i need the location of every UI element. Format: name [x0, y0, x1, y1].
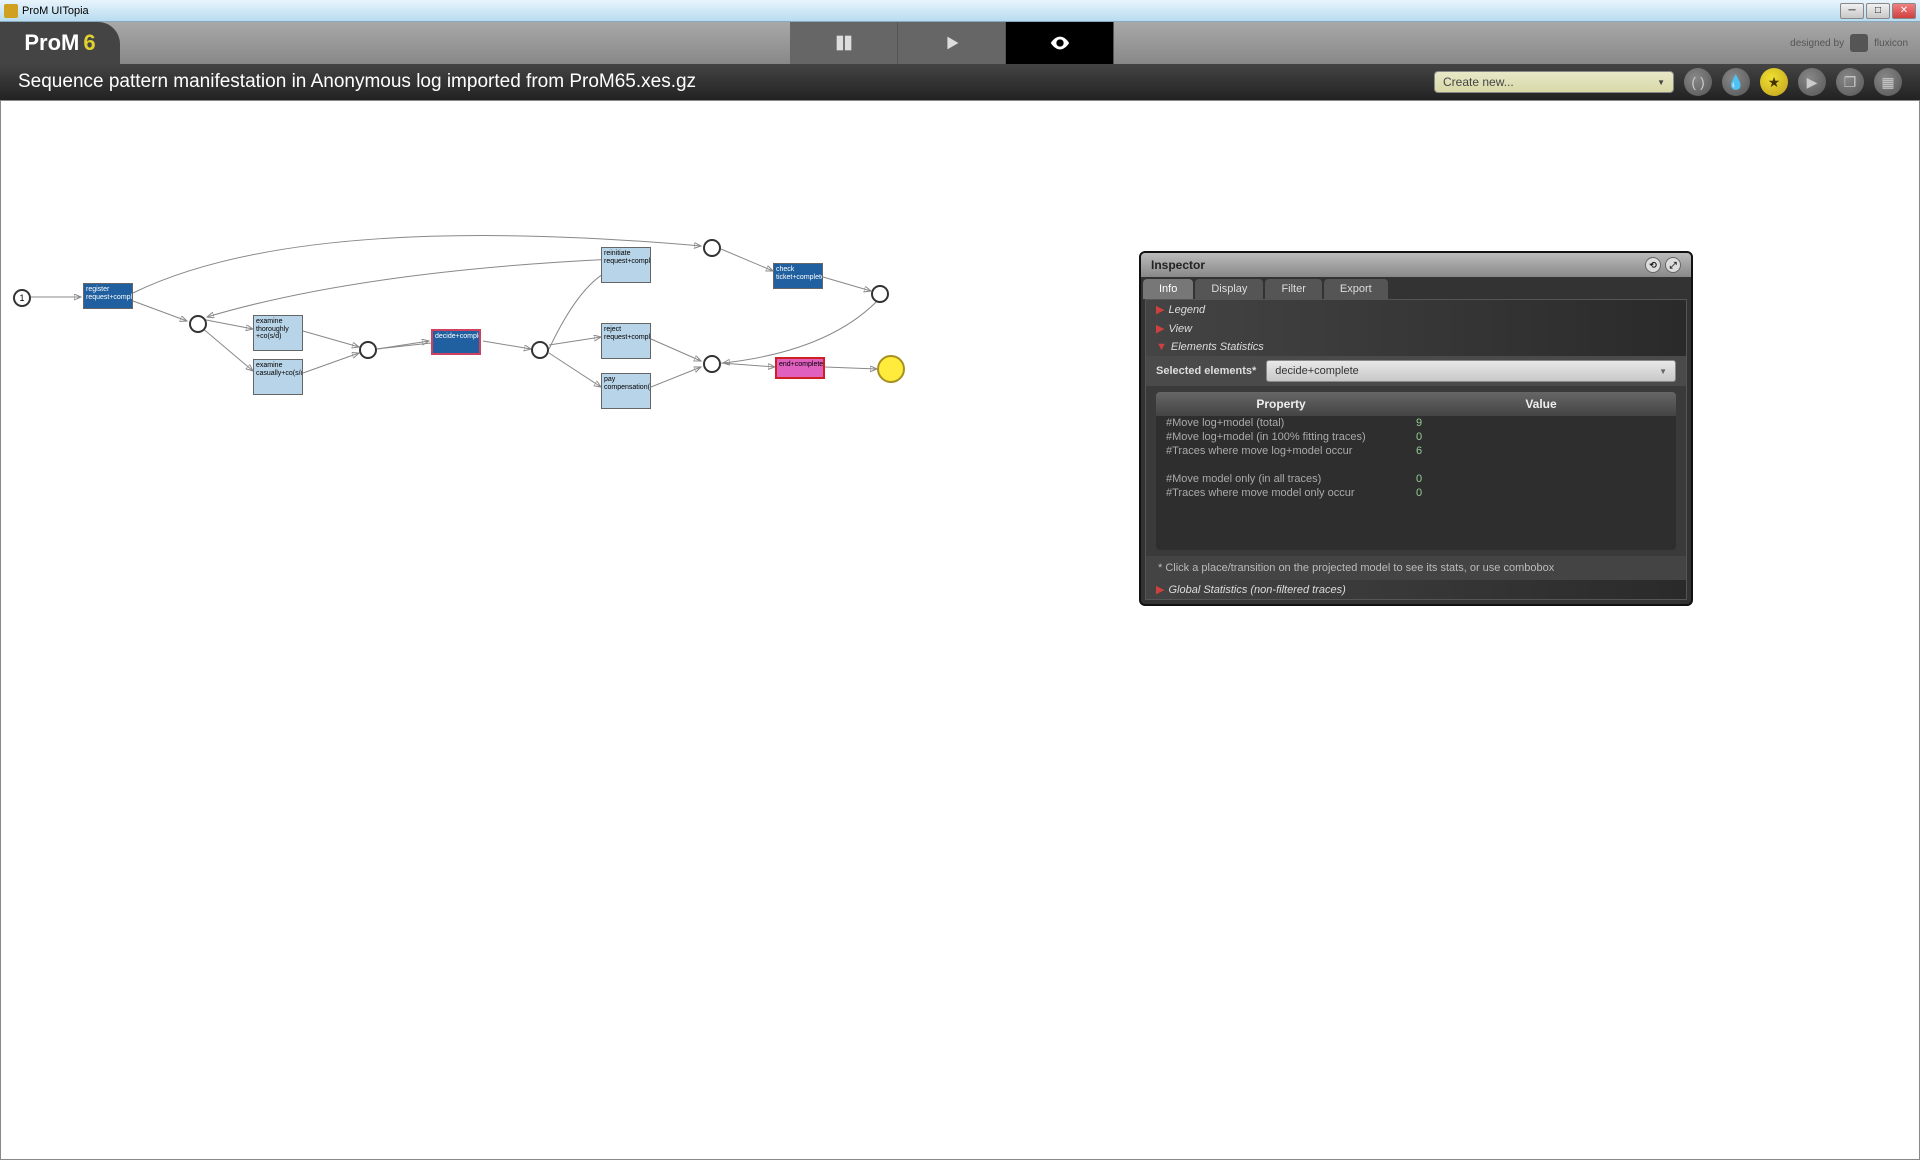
window-titlebar: ProM UITopia ─ □ ✕	[0, 0, 1920, 22]
inspector-tabs: Info Display Filter Export	[1141, 277, 1691, 299]
transition-end-selected[interactable]: end+complete	[775, 357, 825, 379]
selected-elements-combobox[interactable]: decide+complete	[1266, 360, 1676, 382]
tab-filter[interactable]: Filter	[1265, 279, 1321, 299]
parentheses-button[interactable]: ( )	[1684, 68, 1712, 96]
place-upper-right[interactable]	[871, 285, 889, 303]
stats-hint: * Click a place/transition on the projec…	[1146, 556, 1686, 580]
tab-view[interactable]	[1006, 22, 1114, 64]
transition-check-ticket[interactable]: check ticket+complete(s/d)	[773, 263, 823, 289]
stats-header-property: Property	[1156, 392, 1406, 416]
selected-elements-label: Selected elements*	[1156, 365, 1256, 377]
inspector-expand-icon[interactable]: ⤢	[1665, 257, 1681, 273]
tab-workspace[interactable]	[790, 22, 898, 64]
window-title: ProM UITopia	[22, 5, 89, 17]
stats-row: #Move log+model (in 100% fitting traces)…	[1156, 430, 1676, 444]
stats-row: #Traces where move model only occur 0	[1156, 486, 1676, 500]
favorite-button[interactable]: ★	[1760, 68, 1788, 96]
transition-examine-thoroughly[interactable]: examine thoroughly +co(s/d)	[253, 315, 303, 351]
inspector-refresh-icon[interactable]: ⟲	[1645, 257, 1661, 273]
transition-reject[interactable]: reject request+complete(s/d)	[601, 323, 651, 359]
duplicate-button[interactable]: ❐	[1836, 68, 1864, 96]
maximize-button[interactable]: □	[1866, 3, 1890, 19]
stats-table: Property Value #Move log+model (total) 9…	[1156, 392, 1676, 550]
app-icon	[4, 4, 18, 18]
place-end[interactable]	[877, 355, 905, 383]
place-p2[interactable]	[189, 315, 207, 333]
app-logo: ProM 6	[0, 22, 120, 64]
minimize-button[interactable]: ─	[1840, 3, 1864, 19]
place-upper[interactable]	[703, 239, 721, 257]
transition-register[interactable]: register request+complete(s/d)	[83, 283, 133, 309]
transition-examine-casually[interactable]: examine casually+co(s/d)	[253, 359, 303, 395]
model-canvas[interactable]: 1 register request+complete(s/d) examine…	[0, 100, 1920, 1160]
transition-pay[interactable]: pay compensation(s/d)	[601, 373, 651, 409]
close-button[interactable]: ✕	[1892, 3, 1916, 19]
tab-export[interactable]: Export	[1324, 279, 1388, 299]
stats-row: #Traces where move log+model occur 6	[1156, 444, 1676, 458]
stats-row: #Move log+model (total) 9	[1156, 416, 1676, 430]
play-button[interactable]: ▶	[1798, 68, 1826, 96]
drop-button[interactable]: 💧	[1722, 68, 1750, 96]
create-new-dropdown[interactable]: Create new...	[1434, 71, 1674, 93]
stats-header-value: Value	[1406, 392, 1676, 416]
inspector-title: Inspector ⟲ ⤢	[1141, 253, 1691, 277]
transition-reinitiate[interactable]: reinitiate request+complete(s/d)	[601, 247, 651, 283]
tab-actions[interactable]	[898, 22, 1006, 64]
tab-info[interactable]: Info	[1143, 279, 1193, 299]
inspector-panel: Inspector ⟲ ⤢ Info Display Filter Export…	[1139, 251, 1693, 606]
section-view[interactable]: ▶View	[1146, 319, 1686, 338]
breadcrumb: Sequence pattern manifestation in Anonym…	[18, 71, 696, 93]
place-start[interactable]: 1	[13, 289, 31, 307]
transition-decide[interactable]: decide+complete(s/d)	[431, 329, 481, 355]
stats-row: #Move model only (in all traces) 0	[1156, 472, 1676, 486]
brand-credit: designed by fluxicon	[1790, 34, 1908, 52]
place-p4[interactable]	[531, 341, 549, 359]
app-header: ProM 6 designed by fluxicon	[0, 22, 1920, 64]
grid-button[interactable]: ▦	[1874, 68, 1902, 96]
tab-display[interactable]: Display	[1195, 279, 1263, 299]
subheader: Sequence pattern manifestation in Anonym…	[0, 64, 1920, 100]
fluxicon-logo-icon	[1850, 34, 1868, 52]
section-elements-statistics[interactable]: ▼Elements Statistics	[1146, 338, 1686, 356]
section-global-statistics[interactable]: ▶Global Statistics (non-filtered traces)	[1146, 580, 1686, 599]
place-p5[interactable]	[703, 355, 721, 373]
place-p3[interactable]	[359, 341, 377, 359]
section-legend[interactable]: ▶Legend	[1146, 300, 1686, 319]
